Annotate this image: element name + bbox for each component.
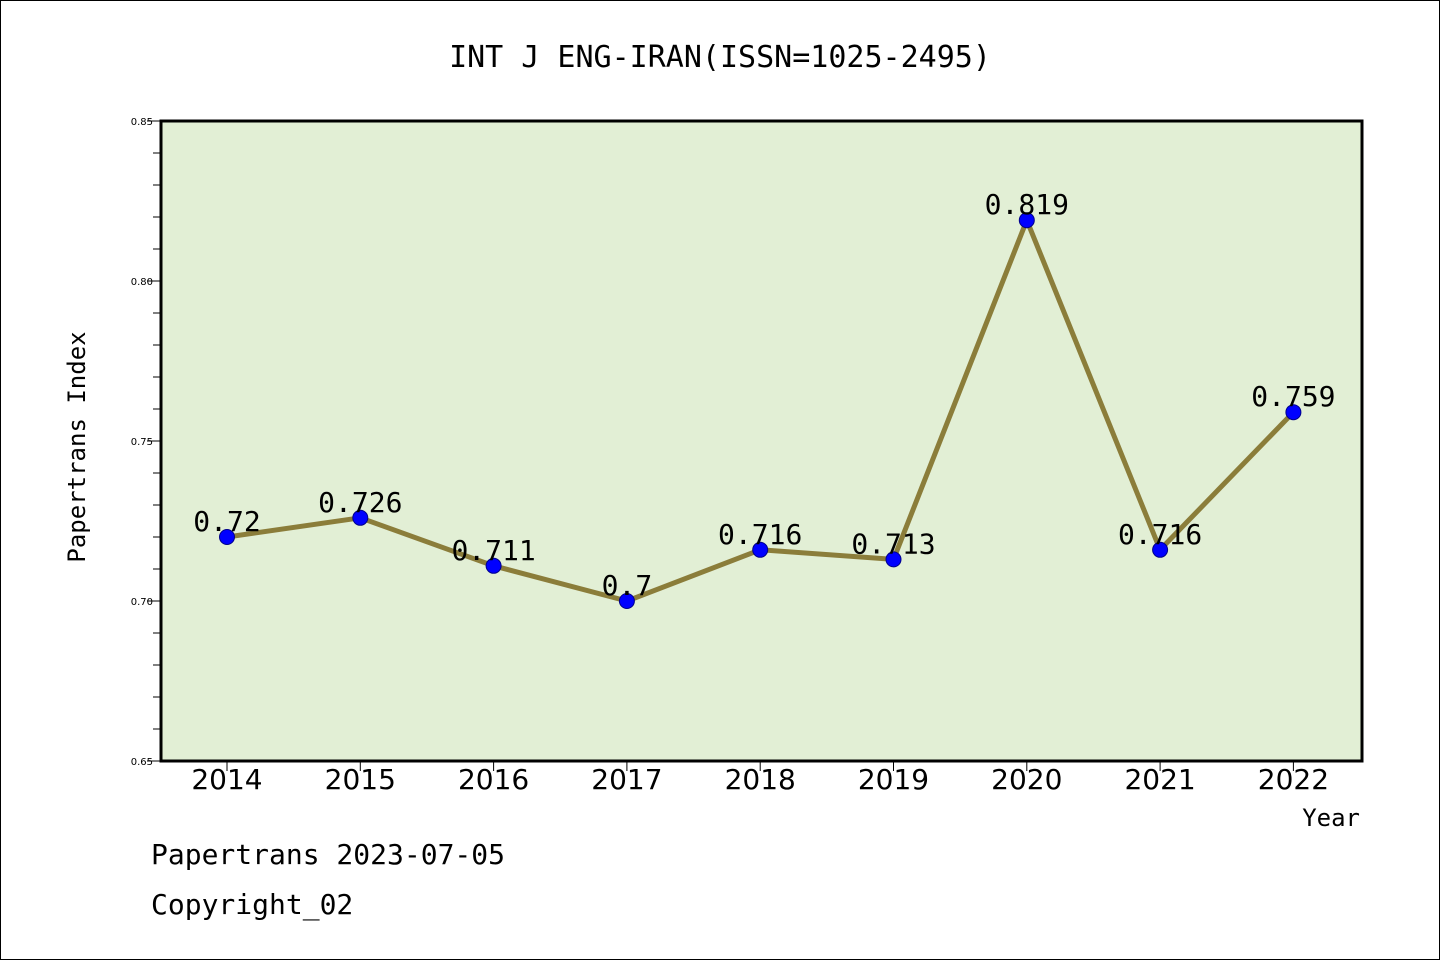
- y-tick-label: 0.85: [131, 117, 153, 128]
- y-tick-label: 0.80: [131, 277, 153, 288]
- x-tick-label: 2020: [991, 763, 1062, 796]
- x-tick-label: 2017: [591, 763, 662, 796]
- data-label: 0.716: [1118, 518, 1202, 551]
- y-tick-label: 0.75: [131, 437, 153, 448]
- x-axis: 2014 2015 2016 2017 2018 2019 2020 2021 2022: [191, 761, 1329, 796]
- x-tick-label: 2021: [1124, 763, 1195, 796]
- x-axis-label: Year: [1302, 804, 1360, 832]
- data-label: 0.819: [985, 188, 1069, 221]
- data-point: [752, 541, 769, 558]
- y-axis-label: Papertrans Index: [63, 331, 91, 562]
- data-point: [1285, 404, 1302, 421]
- x-tick-label: 2018: [725, 763, 796, 796]
- y-tick-label: 0.65: [131, 757, 153, 768]
- plot-area: [159, 119, 1364, 763]
- x-tick-label: 2022: [1258, 763, 1329, 796]
- data-point: [1018, 212, 1035, 229]
- x-tick-label: 2015: [325, 763, 396, 796]
- footer-copyright: Copyright_02: [151, 888, 353, 922]
- data-labels: 0.72 0.726 0.711 0.7 0.716 0.713 0.819 0.716 0.7…: [193, 188, 1335, 602]
- x-tick-label: 2014: [191, 763, 262, 796]
- data-label: 0.7: [602, 569, 653, 602]
- data-point: [885, 551, 902, 568]
- footer-date: Papertrans 2023-07-05: [151, 838, 505, 871]
- data-point: [485, 557, 502, 574]
- data-label: 0.72: [193, 505, 260, 538]
- data-point: [1152, 541, 1169, 558]
- data-label: 0.713: [851, 527, 935, 560]
- data-label: 0.716: [718, 518, 802, 551]
- data-label: 0.726: [318, 486, 402, 519]
- chart-title: INT J ENG-IRAN(ISSN=1025-2495): [449, 40, 991, 75]
- x-tick-label: 2019: [858, 763, 929, 796]
- data-label: 0.759: [1251, 380, 1335, 413]
- data-point: [219, 529, 235, 545]
- data-point: [352, 509, 369, 526]
- data-markers: [219, 212, 1302, 609]
- data-point: [618, 593, 635, 609]
- data-label: 0.711: [451, 534, 535, 567]
- x-tick-label: 2016: [458, 763, 529, 796]
- y-tick-label: 0.70: [131, 597, 153, 608]
- y-axis: 0.65 0.70 0.75 0.80 0.85: [131, 117, 161, 768]
